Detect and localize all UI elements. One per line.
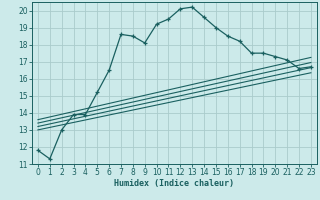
X-axis label: Humidex (Indice chaleur): Humidex (Indice chaleur) xyxy=(115,179,234,188)
